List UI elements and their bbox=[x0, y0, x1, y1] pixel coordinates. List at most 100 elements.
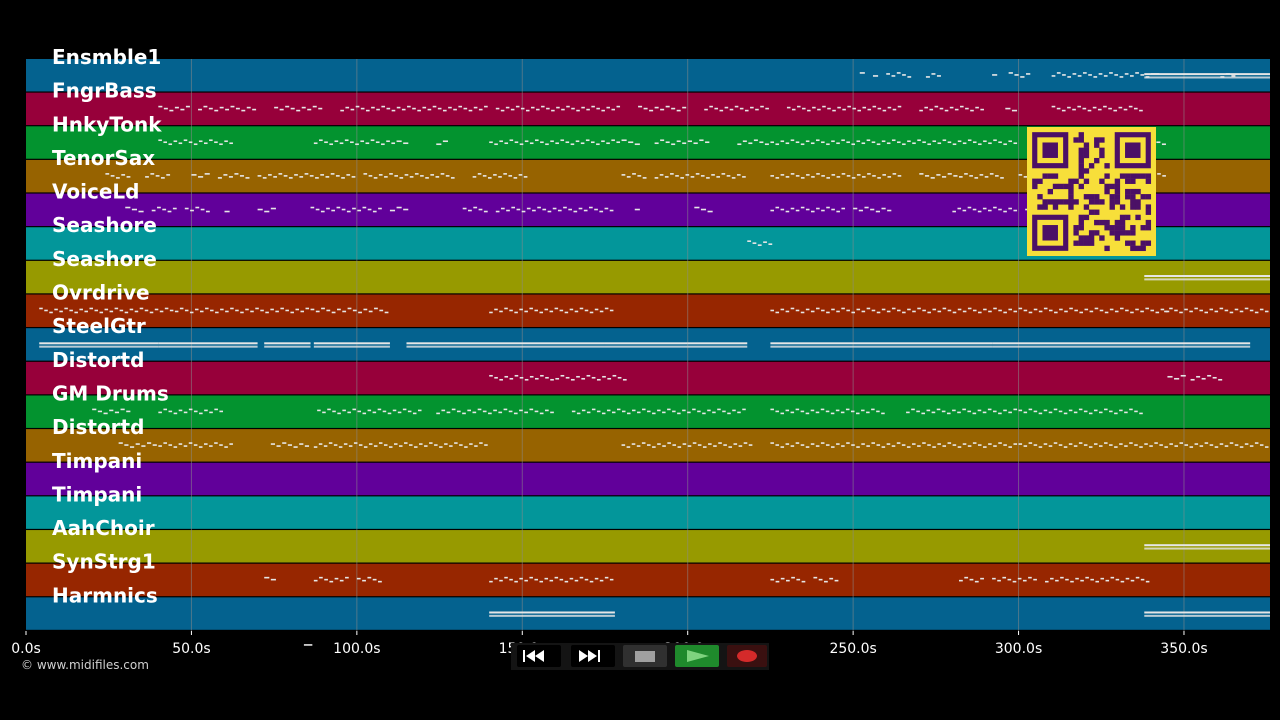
note-event bbox=[922, 141, 926, 144]
play-button[interactable] bbox=[675, 645, 719, 667]
note-event bbox=[523, 176, 528, 178]
note-event bbox=[328, 442, 333, 444]
note-event bbox=[1108, 107, 1112, 110]
record-button[interactable] bbox=[727, 645, 767, 667]
note-event bbox=[770, 442, 774, 444]
note-event bbox=[881, 446, 886, 448]
note-event bbox=[346, 174, 351, 176]
note-event bbox=[846, 141, 850, 144]
note-event bbox=[1130, 579, 1135, 582]
note-event bbox=[646, 444, 651, 446]
track-lane bbox=[26, 597, 1270, 630]
note-event bbox=[988, 209, 992, 212]
note-event bbox=[1099, 445, 1103, 447]
note-event bbox=[368, 310, 373, 313]
note-event bbox=[204, 409, 208, 412]
note-event bbox=[649, 109, 654, 112]
note-event bbox=[519, 409, 523, 412]
note-event bbox=[1003, 311, 1007, 314]
note-event bbox=[702, 446, 707, 448]
fast-forward-button[interactable] bbox=[571, 645, 615, 667]
note-event bbox=[1114, 412, 1118, 415]
note-event bbox=[622, 378, 627, 381]
note-event bbox=[519, 143, 524, 146]
note-event bbox=[604, 576, 609, 579]
note-event bbox=[975, 106, 979, 109]
note-event bbox=[907, 140, 911, 143]
rewind-button[interactable] bbox=[517, 645, 561, 667]
note-event bbox=[675, 175, 679, 177]
note-event bbox=[179, 307, 184, 310]
note-event bbox=[906, 411, 910, 414]
note-event bbox=[158, 139, 162, 142]
note-event bbox=[449, 445, 453, 447]
note-event bbox=[871, 309, 876, 312]
note-event bbox=[84, 310, 88, 313]
note-event bbox=[810, 210, 815, 213]
note-event bbox=[288, 177, 293, 179]
note-event bbox=[1013, 209, 1018, 212]
note-event bbox=[859, 72, 865, 74]
note-event bbox=[442, 140, 448, 143]
note-event bbox=[836, 310, 840, 313]
note-event bbox=[568, 208, 572, 211]
note-event bbox=[193, 143, 198, 146]
note-event bbox=[1000, 177, 1004, 179]
note-event bbox=[219, 444, 223, 446]
note-event bbox=[810, 142, 815, 145]
track-label: Distortd bbox=[52, 348, 144, 372]
note-event bbox=[245, 308, 249, 311]
track-label: AahChoir bbox=[52, 516, 155, 540]
stop-button[interactable] bbox=[623, 645, 667, 667]
note-event bbox=[942, 307, 947, 310]
note-event bbox=[632, 173, 636, 175]
note-event bbox=[579, 307, 584, 310]
note-event bbox=[1003, 210, 1007, 213]
note-event bbox=[152, 444, 157, 446]
note-event bbox=[882, 109, 887, 112]
note-event bbox=[495, 107, 500, 110]
note-event bbox=[978, 143, 982, 146]
note-event bbox=[420, 175, 424, 177]
note-event bbox=[576, 412, 581, 415]
track-label: Ovrdrive bbox=[52, 281, 150, 305]
note-event bbox=[871, 141, 876, 144]
note-event bbox=[921, 412, 926, 415]
note-event bbox=[836, 443, 840, 445]
note-event bbox=[362, 579, 366, 582]
note-event bbox=[569, 308, 574, 311]
track-label: FngrBass bbox=[52, 79, 157, 103]
note-event bbox=[770, 345, 993, 348]
note-event bbox=[912, 310, 916, 313]
note-event bbox=[1058, 444, 1063, 446]
note-event bbox=[1061, 109, 1066, 112]
note-event bbox=[1157, 173, 1161, 175]
note-event bbox=[1190, 378, 1195, 381]
note-event bbox=[417, 409, 422, 412]
note-event bbox=[700, 175, 705, 177]
note-event bbox=[642, 177, 647, 179]
note-event bbox=[998, 141, 1002, 144]
note-event bbox=[836, 142, 840, 145]
note-event bbox=[702, 412, 706, 415]
note-event bbox=[574, 579, 579, 582]
note-event bbox=[612, 374, 617, 377]
note-event bbox=[965, 107, 969, 110]
note-event bbox=[816, 207, 820, 210]
note-event bbox=[363, 308, 368, 311]
note-event bbox=[1020, 76, 1025, 78]
note-event bbox=[1110, 576, 1115, 579]
note-event bbox=[162, 208, 167, 211]
note-event bbox=[616, 141, 621, 144]
note-event bbox=[367, 576, 372, 579]
note-event bbox=[944, 109, 949, 112]
note-event bbox=[687, 140, 692, 143]
track-label: HnkyTonk bbox=[52, 112, 162, 136]
note-event bbox=[519, 376, 524, 379]
note-event bbox=[841, 307, 845, 310]
note-event bbox=[1128, 105, 1133, 108]
note-event bbox=[360, 140, 365, 143]
note-event bbox=[436, 143, 442, 146]
note-event bbox=[239, 175, 244, 177]
note-event bbox=[1018, 409, 1023, 412]
